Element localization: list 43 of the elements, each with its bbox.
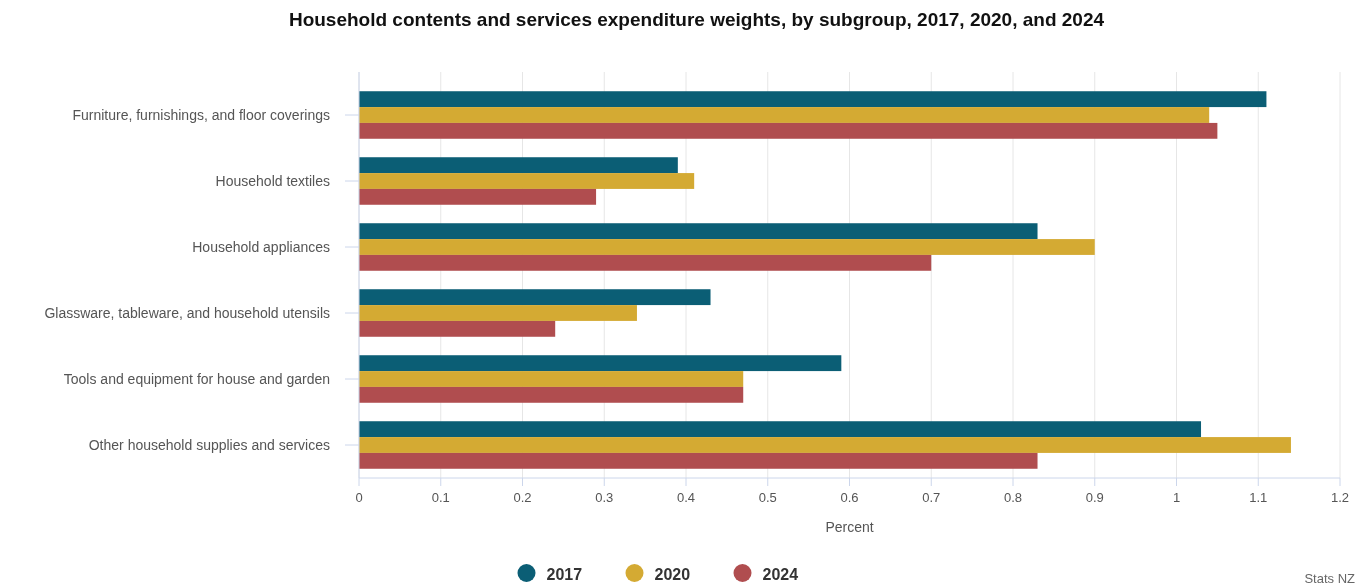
legend-label: 2017 bbox=[546, 566, 583, 583]
x-tick-label: 0.2 bbox=[513, 490, 532, 505]
y-tick-label: Glassware, tableware, and household utensils bbox=[44, 305, 330, 321]
bar bbox=[359, 157, 678, 174]
x-tick-label: 0.4 bbox=[676, 490, 696, 505]
y-tick-label: Furniture, furnishings, and floor coverings bbox=[72, 107, 330, 123]
x-tick-label: 0.8 bbox=[1003, 490, 1023, 505]
x-tick-label: 1.1 bbox=[1249, 490, 1268, 505]
bar bbox=[359, 173, 695, 189]
y-tick-label: Household textiles bbox=[215, 173, 330, 189]
x-tick-label: 1.2 bbox=[1330, 490, 1350, 505]
chart-title: Household contents and services expenditure weights, by subgroup, 2017, 2020, and 2024 bbox=[288, 9, 1105, 30]
y-tick-label: Tools and equipment for house and garden bbox=[63, 371, 330, 387]
bar bbox=[359, 421, 1202, 438]
bar bbox=[359, 305, 637, 321]
legend-label: 2020 bbox=[654, 566, 691, 583]
x-tick-label: 0.7 bbox=[922, 490, 941, 505]
bar bbox=[359, 452, 1038, 469]
bar bbox=[359, 107, 1210, 123]
bar bbox=[359, 91, 1267, 108]
x-axis-title: Percent bbox=[825, 519, 874, 535]
x-tick-label: 0.6 bbox=[840, 490, 859, 505]
x-tick-label: 0.3 bbox=[595, 490, 614, 505]
bar bbox=[359, 289, 711, 306]
y-tick-label: Other household supplies and services bbox=[88, 437, 330, 453]
bar bbox=[359, 371, 744, 387]
x-tick-label: 1 bbox=[1172, 490, 1181, 505]
bar bbox=[359, 122, 1218, 139]
bar bbox=[359, 355, 842, 372]
x-tick-label: 0.9 bbox=[1085, 490, 1104, 505]
bar bbox=[359, 386, 744, 403]
bar bbox=[359, 188, 597, 205]
bar bbox=[359, 223, 1038, 240]
bar bbox=[359, 254, 932, 271]
x-tick-label: 0 bbox=[355, 490, 363, 505]
bar bbox=[359, 239, 1095, 255]
bar bbox=[359, 437, 1291, 453]
text: Stats NZ bbox=[1304, 571, 1356, 586]
x-tick-label: 0.1 bbox=[431, 490, 450, 505]
bar bbox=[359, 320, 556, 337]
y-tick-label: Household appliances bbox=[192, 239, 330, 255]
x-tick-label: 0.5 bbox=[758, 490, 777, 505]
legend-label: 2024 bbox=[762, 566, 799, 583]
